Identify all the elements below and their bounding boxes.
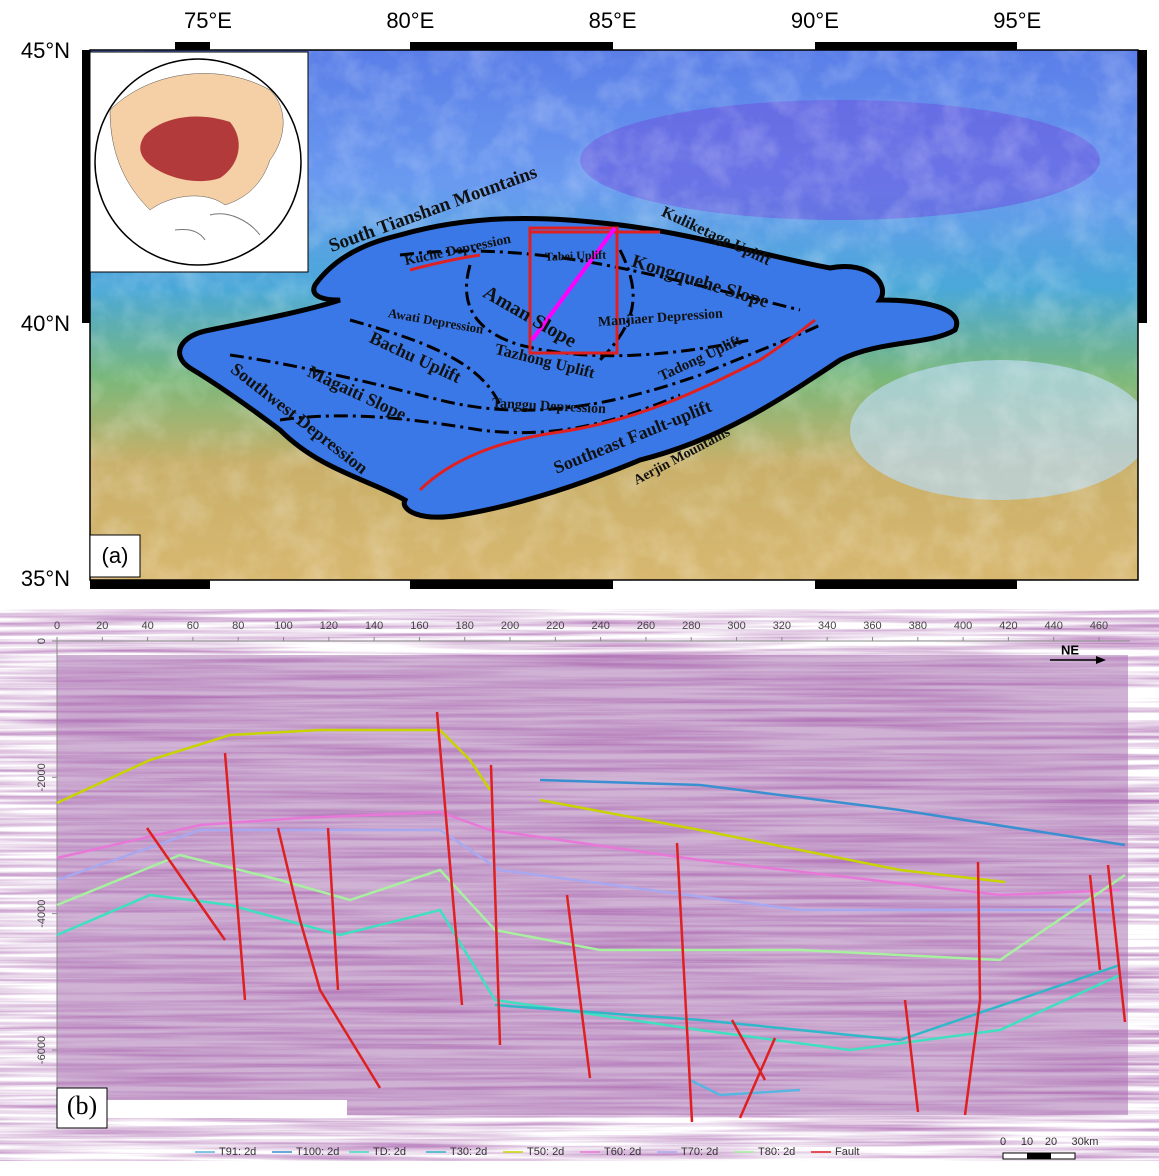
x-tick-label: 20	[96, 620, 108, 632]
scale-label: 30km	[1072, 1136, 1099, 1148]
legend-label: T50: 2d	[527, 1146, 564, 1158]
x-tick-label: 220	[546, 620, 564, 632]
x-tick-label: 360	[863, 620, 881, 632]
lat-label: 45°N	[21, 38, 70, 63]
x-tick-label: 440	[1045, 620, 1063, 632]
scale-label: 0	[1000, 1136, 1006, 1148]
x-tick-label: 0	[54, 620, 60, 632]
x-tick-label: 280	[682, 620, 700, 632]
panel-label-box	[89, 534, 141, 578]
panel-label: (a)	[102, 543, 129, 568]
legend-label: TD: 2d	[373, 1146, 406, 1158]
legend-label: T91: 2d	[219, 1146, 256, 1158]
faults	[409, 226, 816, 492]
x-tick-label: 380	[909, 620, 927, 632]
islands	[174, 213, 261, 241]
x-tick-label: 80	[232, 620, 244, 632]
x-tick-label: 200	[501, 620, 519, 632]
china	[140, 116, 239, 182]
lon-label: 85°E	[589, 8, 637, 33]
lat-label: 35°N	[21, 566, 70, 591]
x-tick-label: 320	[773, 620, 791, 632]
graticule-bar	[82, 42, 1147, 589]
panel-label: (b)	[67, 1091, 97, 1120]
x-tick-label: 120	[320, 620, 338, 632]
x-tick-label: 140	[365, 620, 383, 632]
faults	[145, 711, 1127, 1123]
legend-label: T80: 2d	[758, 1146, 795, 1158]
scale-label: 10	[1021, 1136, 1033, 1148]
lon-label: 75°E	[184, 8, 232, 33]
x-tick-label: 100	[274, 620, 292, 632]
scale-label: 20	[1045, 1136, 1057, 1148]
x-tick-label: 340	[818, 620, 836, 632]
legend-label: Fault	[835, 1146, 859, 1158]
lon-label: 80°E	[386, 8, 434, 33]
x-tick-label: 420	[999, 620, 1017, 632]
horizons	[56, 728, 1126, 1097]
x-tick-label: 400	[954, 620, 972, 632]
panel-label-box	[56, 1087, 108, 1129]
lon-label: 95°E	[993, 8, 1041, 33]
x-tick-label: 60	[187, 620, 199, 632]
legend-label: T100: 2d	[296, 1146, 339, 1158]
x-tick-label: 300	[727, 620, 745, 632]
direction-label: NE	[1061, 642, 1079, 657]
lon-label: 90°E	[791, 8, 839, 33]
feature-label: Tabei Uplift	[545, 248, 607, 264]
direction-arrow	[1096, 656, 1106, 664]
basin-outline	[177, 215, 960, 520]
x-tick-label: 160	[410, 620, 428, 632]
profile-line	[530, 226, 617, 342]
seismic-texture	[57, 655, 1128, 1115]
legend-label: T60: 2d	[604, 1146, 641, 1158]
mask	[57, 1100, 347, 1118]
lat-label: 40°N	[21, 311, 70, 336]
x-tick-label: 180	[456, 620, 474, 632]
structure-boundaries	[229, 249, 821, 435]
feature-label: Tanggu Depression	[492, 396, 607, 417]
y-tick-label: -4000	[36, 900, 48, 928]
map: South Tianshan Mountains Kuche Depressio…	[90, 50, 1138, 580]
x-tick-label: 460	[1090, 620, 1108, 632]
y-tick-label: -6000	[36, 1036, 48, 1064]
legend-label: T30: 2d	[450, 1146, 487, 1158]
scale-bar	[1002, 1152, 1076, 1160]
x-tick-label: 260	[637, 620, 655, 632]
x-tick-label: 40	[141, 620, 153, 632]
y-tick-label: 0	[36, 638, 48, 644]
legend-label: T70: 2d	[681, 1146, 718, 1158]
y-tick-label: -2000	[36, 763, 48, 791]
x-tick-label: 240	[591, 620, 609, 632]
